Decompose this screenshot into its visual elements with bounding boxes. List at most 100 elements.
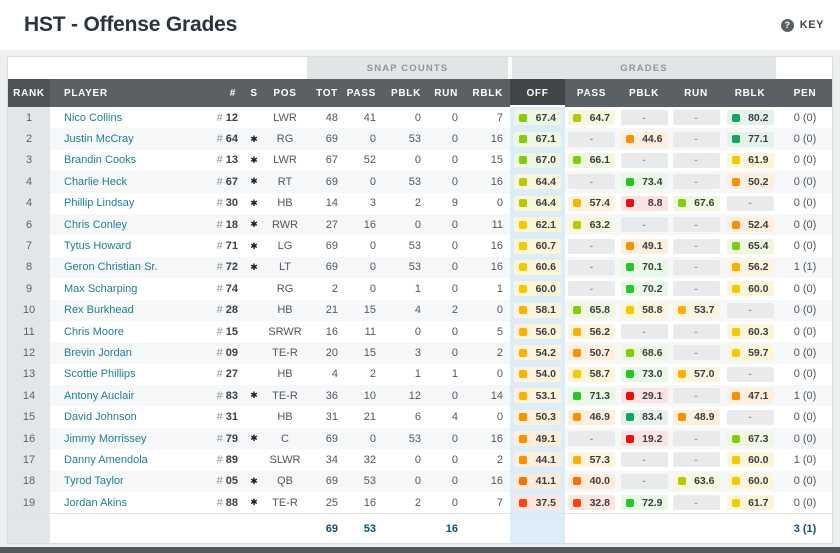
grade-badge-rblk: 65.4: [726, 238, 774, 254]
grade-color-icon: [519, 199, 527, 208]
grade-badge-run: -: [672, 345, 720, 361]
snap-pass: 15: [363, 304, 376, 317]
pen-value: 1 (0): [793, 389, 817, 402]
grade-color-icon: [519, 242, 527, 251]
jersey-number: #72: [216, 261, 238, 274]
snap-pblk: 0: [414, 111, 421, 124]
column-header-snap-pblk[interactable]: PBLK: [390, 87, 421, 99]
column-header-position[interactable]: POS: [273, 87, 297, 99]
grade-badge-rblk: 60.0: [726, 281, 774, 297]
rank-value: 13: [8, 363, 50, 386]
snap-run: 0: [451, 325, 458, 338]
column-header-grade-off-selected[interactable]: OFF: [510, 79, 565, 107]
grade-color-icon: [519, 327, 527, 336]
player-link[interactable]: Jimmy Morrissey: [64, 432, 147, 445]
grade-color-icon: [519, 477, 527, 486]
grade-cell-rblk: -: [722, 364, 778, 385]
player-link[interactable]: Justin McCray: [64, 133, 134, 146]
snap-pblk: 53: [408, 133, 421, 146]
snap-rblk: 14: [490, 389, 503, 402]
player-link[interactable]: Chris Conley: [64, 218, 127, 231]
player-link[interactable]: Danny Amendola: [64, 453, 148, 466]
hash-prefix: #: [216, 411, 223, 424]
column-header-number[interactable]: #: [229, 87, 236, 99]
grade-cell-off: 67.0: [510, 149, 565, 172]
snap-tot: 69: [325, 432, 338, 445]
jersey-number: #09: [216, 346, 238, 359]
column-header-grade-pass[interactable]: PASS: [576, 87, 607, 99]
player-link[interactable]: Tyrod Taylor: [64, 475, 124, 488]
starter-empty: [243, 449, 265, 470]
position-value: HB: [277, 197, 293, 210]
player-cell: Jordan Akins: [50, 492, 205, 513]
grade-cell-run: 53.7: [670, 300, 722, 321]
snap-run: 0: [451, 432, 458, 445]
rank-value: 6: [8, 213, 50, 236]
grade-badge-pass: 66.1: [568, 152, 615, 168]
player-link[interactable]: Jordan Akins: [64, 496, 127, 509]
grade-badge-off: 54.0: [514, 366, 561, 382]
grade-badge-pblk: 19.2: [620, 431, 668, 447]
table-row: 4 Phillip Lindsay #30 ✱ HB 14 3 2 9 0 64.4 57.4 8.8 6…: [8, 192, 832, 214]
column-header-snap-rblk[interactable]: RBLK: [472, 87, 503, 99]
grade-cell-pass: 64.7: [565, 107, 618, 128]
starter-icon: ✱: [250, 219, 258, 230]
grade-color-icon: [573, 306, 581, 315]
player-link[interactable]: Tytus Howard: [64, 240, 132, 253]
grade-color-icon: [731, 156, 740, 165]
starter-icon: ✱: [250, 261, 258, 272]
column-header-starter[interactable]: S: [250, 87, 258, 99]
grade-color-icon: [731, 455, 740, 464]
pen-value: 0 (0): [793, 175, 817, 188]
grade-badge-rblk: 77.1: [726, 131, 774, 147]
key-button[interactable]: ? KEY: [780, 18, 824, 32]
hash-prefix: #: [216, 346, 223, 359]
snap-pblk: 1: [414, 282, 421, 295]
player-link[interactable]: Chris Moore: [64, 325, 124, 338]
player-link[interactable]: Rex Burkhead: [64, 304, 134, 317]
column-header-grade-pblk[interactable]: PBLK: [628, 87, 660, 99]
player-link[interactable]: Nico Collins: [64, 111, 123, 124]
grade-badge-off: 49.1: [514, 431, 561, 447]
grade-cell-off: 41.1: [510, 470, 565, 493]
column-header-rank[interactable]: RANK: [8, 79, 50, 107]
snap-rblk: 0: [496, 368, 503, 381]
snap-pblk: 53: [408, 261, 421, 274]
grade-badge-rblk: 61.7: [726, 495, 774, 511]
grade-cell-run: -: [670, 449, 722, 470]
column-header-player[interactable]: PLAYER: [64, 87, 108, 99]
column-header-grade-run[interactable]: RUN: [684, 87, 708, 99]
grade-cell-pass: 32.8: [565, 492, 618, 513]
column-header-snap-run[interactable]: RUN: [434, 87, 458, 99]
player-link[interactable]: Phillip Lindsay: [64, 197, 135, 210]
position-value: SLWR: [269, 453, 301, 466]
column-header-pen[interactable]: PEN: [793, 87, 817, 99]
footer-pass-snaps: 53: [363, 522, 376, 535]
player-link[interactable]: Geron Christian Sr.: [64, 261, 158, 274]
snap-rblk: 7: [496, 496, 503, 509]
grade-cell-pblk: 44.6: [618, 128, 670, 149]
player-link[interactable]: Max Scharping: [64, 282, 138, 295]
column-header-snap-tot[interactable]: TOT: [316, 87, 338, 99]
starter-icon: ✱: [250, 497, 258, 508]
column-header-grade-rblk[interactable]: RBLK: [734, 87, 766, 99]
grade-badge-off: 41.1: [514, 473, 561, 489]
player-link[interactable]: Brandin Cooks: [64, 154, 137, 167]
player-link[interactable]: Charlie Heck: [64, 175, 127, 188]
player-link[interactable]: Antony Auclair: [64, 389, 135, 402]
grade-color-icon: [731, 242, 740, 251]
rank-value: 3: [8, 149, 50, 172]
column-header-snap-pass[interactable]: PASS: [346, 87, 376, 99]
grade-badge-off: 56.0: [514, 324, 561, 340]
snap-tot: 2: [331, 282, 338, 295]
grade-badge-pblk: 49.1: [620, 238, 668, 254]
player-link[interactable]: Brevin Jordan: [64, 346, 132, 359]
starter-empty: [243, 300, 265, 321]
position-value: RT: [277, 175, 293, 188]
grade-cell-off: 37.5: [510, 492, 565, 514]
player-link[interactable]: Scottie Phillips: [64, 368, 136, 381]
player-link[interactable]: David Johnson: [64, 411, 137, 424]
position-value: TE-R: [272, 496, 298, 509]
grade-cell-pass: 57.3: [565, 449, 618, 470]
starter-icon: ✱: [250, 433, 258, 444]
